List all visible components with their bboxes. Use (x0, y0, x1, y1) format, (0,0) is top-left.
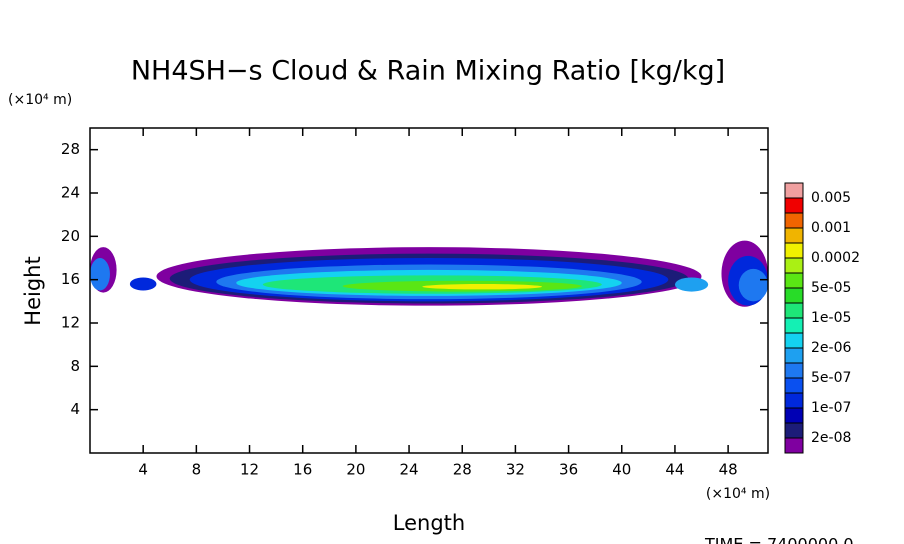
colorbar-box (784, 377, 804, 394)
colorbar-box (784, 227, 804, 244)
colorbar-label: 0.001 (811, 220, 851, 236)
y-tick-label: 24 (61, 184, 80, 202)
colorbar-label: 1e-07 (811, 400, 851, 416)
colorbar-label: 1e-05 (811, 310, 851, 326)
colorbar-box (784, 422, 804, 439)
y-tick-label: 4 (70, 400, 80, 418)
y-tick-label: 8 (70, 357, 80, 375)
x-tick-label: 20 (346, 461, 365, 479)
colorbar-box (784, 362, 804, 379)
colorbar-box (784, 272, 804, 289)
colorbar-label: 5e-07 (811, 370, 851, 386)
x-tick-label: 24 (400, 461, 419, 479)
colorbar-label: 2e-06 (811, 340, 851, 356)
y-tick-label: 20 (61, 227, 80, 245)
x-tick-label: 16 (293, 461, 312, 479)
y-unit: (×10⁴ m) (8, 92, 72, 108)
contour-region (738, 268, 768, 302)
colorbar-box (784, 242, 804, 259)
colorbar-label: 2e-08 (811, 430, 851, 446)
x-axis-label: Length (393, 511, 465, 535)
x-tick-label: 40 (612, 461, 631, 479)
colorbar-label: 0.0002 (811, 250, 860, 266)
contour-region (129, 277, 157, 291)
colorbar-box (784, 182, 804, 199)
x-tick-label: 32 (506, 461, 525, 479)
contour-region (422, 284, 542, 290)
colorbar-box (784, 302, 804, 319)
colorbar-box (784, 332, 804, 349)
colorbar-box (784, 317, 804, 334)
colorbar-label: 0.005 (811, 190, 851, 206)
x-tick-label: 28 (453, 461, 472, 479)
y-tick-label: 28 (61, 140, 80, 158)
colorbar-box (784, 287, 804, 304)
time-label: TIME = 7400000.0 (704, 535, 854, 544)
x-tick-label: 36 (559, 461, 578, 479)
colorbar-box (784, 212, 804, 229)
x-tick-label: 8 (192, 461, 202, 479)
y-tick-label: 16 (61, 270, 80, 288)
plot-frame (89, 127, 769, 454)
chart-title: NH4SH−s Cloud & Rain Mixing Ratio [kg/kg… (131, 56, 725, 87)
x-unit: (×10⁴ m) (706, 486, 770, 502)
x-tick-label: 12 (240, 461, 259, 479)
colorbar-label: 5e-05 (811, 280, 851, 296)
colorbar-box (784, 347, 804, 364)
x-tick-label: 48 (719, 461, 738, 479)
colorbar-box (784, 437, 804, 454)
colorbar-box (784, 257, 804, 274)
y-axis-label: Height (21, 256, 45, 325)
y-tick-label: 12 (61, 314, 80, 332)
colorbar-box (784, 392, 804, 409)
colorbar-box (784, 407, 804, 424)
colorbar-box (784, 197, 804, 214)
x-tick-label: 44 (665, 461, 684, 479)
contour-region (674, 277, 709, 292)
x-tick-label: 4 (138, 461, 148, 479)
contour-region (90, 258, 110, 291)
